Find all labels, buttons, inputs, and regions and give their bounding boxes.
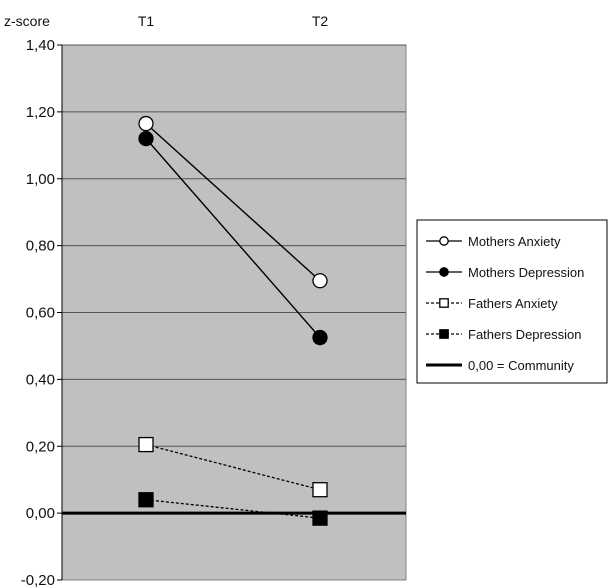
series-point [312,482,328,498]
y-tick-label: 1,40 [26,37,55,54]
series-point [312,273,328,289]
legend: Mothers Anxiety Mothers Depression Fathers… [426,234,584,373]
legend-label: Fathers Depression [468,327,581,342]
legend-label: Fathers Anxiety [468,296,558,311]
y-tick-label: 1,00 [26,171,55,188]
y-tick-label: 0,60 [26,305,55,322]
series-layer [138,115,328,526]
legend-item: Mothers Anxiety [426,234,561,249]
series-group [138,492,328,526]
y-axis-ticks: -0,20 0,00 0,20 0,40 0,60 0,80 1,00 1,20 1,40 [21,37,62,588]
y-tick-label: 0,00 [26,505,55,522]
series-point [138,115,154,132]
series-group [138,130,328,346]
series-point [439,267,449,277]
series-point [439,329,449,339]
x-category-label: T2 [312,13,329,29]
legend-item: 0,00 = Community [426,358,574,373]
series-point [439,298,449,308]
y-tick-label: 0,20 [26,438,55,455]
series-point [312,329,328,346]
legend-label: Mothers Depression [468,265,584,280]
series-line [145,123,321,282]
x-axis-categories: T1 T2 [138,13,329,29]
y-tick-label: -0,20 [21,572,55,588]
legend-label: Mothers Anxiety [468,234,561,249]
legend-label: 0,00 = Community [468,358,574,373]
series-point [138,436,154,453]
series-point [138,130,154,147]
series-point [312,510,328,526]
grid-lines [62,44,406,447]
legend-item: Fathers Anxiety [426,296,558,311]
series-group [138,436,328,498]
y-tick-label: 1,20 [26,104,55,121]
y-axis-header: z-score [4,13,50,29]
series-point [439,236,449,246]
series-line [145,138,321,339]
y-tick-label: 0,80 [26,238,55,255]
x-category-label: T1 [138,13,155,29]
y-tick-label: 0,40 [26,371,55,388]
legend-item: Mothers Depression [426,265,584,280]
legend-item: Fathers Depression [426,327,581,342]
series-group [138,115,328,289]
series-point [138,492,154,508]
series-line [145,499,321,519]
